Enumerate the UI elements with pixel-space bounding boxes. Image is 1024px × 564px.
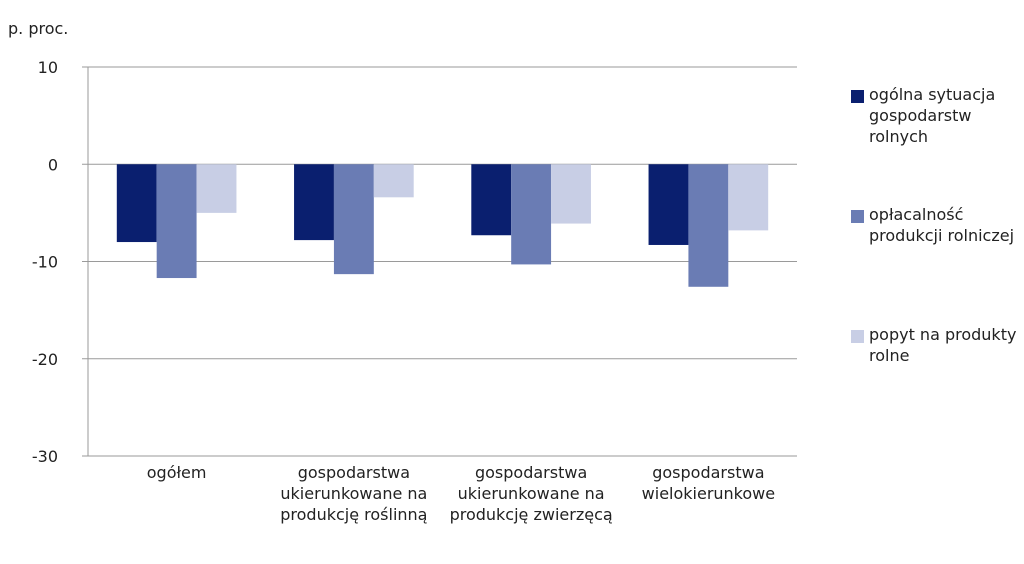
x-tick-label: gospodarstwa ukierunkowane na produkcję … xyxy=(280,463,428,524)
bar xyxy=(688,164,729,287)
legend-swatch xyxy=(851,210,864,223)
legend-label: popyt na produkty rolne xyxy=(869,325,1017,365)
bar xyxy=(333,164,374,275)
y-tick-label: -20 xyxy=(32,350,58,369)
bar xyxy=(373,164,414,198)
bar xyxy=(471,164,512,236)
bar xyxy=(116,164,157,243)
bar xyxy=(294,164,334,241)
bar xyxy=(156,164,197,279)
legend-swatch xyxy=(851,330,864,343)
y-axis-label: p. proc. xyxy=(8,19,69,38)
x-tick-label: gospodarstwa wielokierunkowe xyxy=(641,463,776,503)
legend-label: opłacalność produkcji rolniczej xyxy=(869,205,1015,245)
legend-label: ogólna sytuacja gospodarstw rolnych xyxy=(869,85,996,146)
legend-swatch xyxy=(851,90,864,103)
y-tick-label: 10 xyxy=(38,58,58,77)
y-tick-label: -30 xyxy=(32,447,58,466)
bar xyxy=(196,164,237,213)
y-tick-label: -10 xyxy=(32,253,58,272)
bar xyxy=(728,164,769,231)
x-tick-label: ogółem xyxy=(146,463,207,482)
bar xyxy=(551,164,591,224)
y-tick-label: 0 xyxy=(48,155,58,174)
bar xyxy=(511,164,552,265)
bar xyxy=(648,164,689,245)
x-tick-label: gospodarstwa ukierunkowane na produkcję … xyxy=(449,463,613,524)
